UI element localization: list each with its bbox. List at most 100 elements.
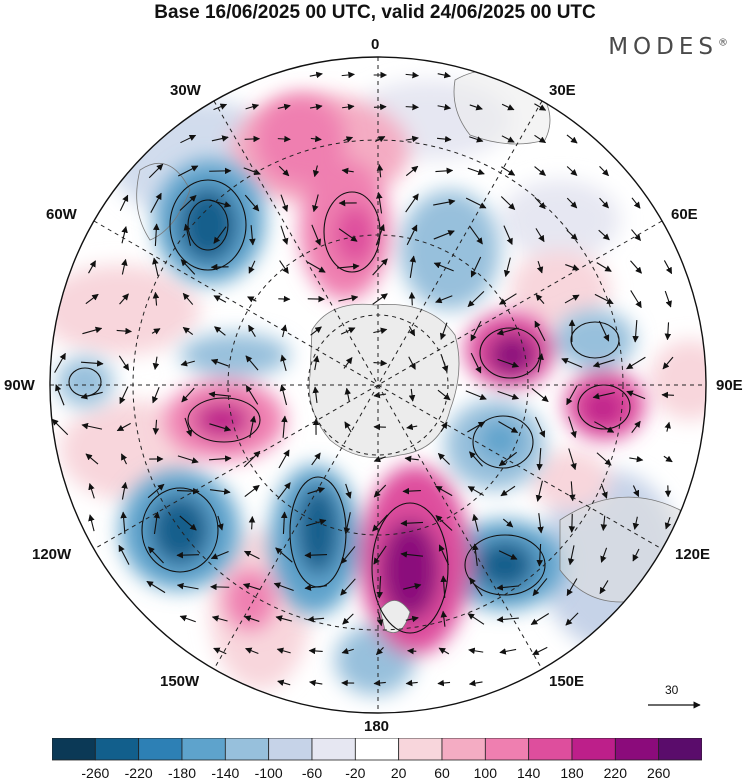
new-zealand-landmass — [379, 600, 411, 634]
wind-vector — [440, 610, 448, 627]
wind-vector — [408, 356, 416, 370]
meridian-30e-150w — [213, 100, 543, 670]
wind-vector — [80, 391, 103, 400]
wind-vector — [596, 452, 612, 466]
wind-vector — [405, 103, 419, 111]
wind-vector — [438, 647, 450, 655]
wind-vector — [630, 260, 642, 274]
wind-vector — [280, 354, 287, 372]
wind-vector — [629, 455, 644, 463]
colorbar-tick-label: -260 — [81, 765, 110, 781]
wind-vector — [437, 71, 451, 79]
lon-label-120e: 120E — [675, 546, 711, 563]
wind-vector — [536, 447, 543, 471]
wind-vector — [631, 420, 641, 434]
wind-vector — [309, 103, 323, 111]
wind-vector — [376, 612, 384, 627]
wind-vector — [470, 352, 482, 374]
wind-vector — [121, 481, 128, 500]
negative-anomaly — [400, 190, 500, 310]
colorbar-swatch — [614, 738, 660, 761]
colorbar-swatch — [658, 738, 702, 761]
wind-vector — [81, 422, 103, 430]
wind-vector — [567, 545, 575, 566]
wind-vector — [564, 294, 580, 304]
meridian-60w-120e — [93, 220, 663, 550]
wind-vector — [664, 322, 672, 341]
wind-vector — [304, 584, 327, 591]
wind-vector — [373, 484, 387, 498]
colorbar-swatch — [398, 738, 443, 761]
wind-vector — [497, 358, 520, 368]
wind-vector — [600, 483, 608, 499]
wind-vector — [310, 135, 322, 143]
wind-vector — [312, 386, 320, 404]
wind-vector — [209, 199, 232, 208]
colorbar-tick-label: -100 — [254, 765, 283, 781]
wind-vector — [278, 165, 290, 177]
wind-vector — [534, 103, 547, 111]
wind-vector — [277, 482, 291, 500]
wind-vector — [498, 550, 518, 560]
wind-vector — [373, 103, 387, 111]
lon-label-60w: 60W — [46, 206, 77, 223]
wind-vector — [243, 550, 260, 560]
wind-vector — [535, 480, 543, 502]
wind-vector — [534, 134, 547, 144]
wind-vector — [213, 647, 227, 655]
negative-anomaly — [180, 333, 290, 377]
colorbar-tick-label: -60 — [301, 765, 323, 781]
meridian-30w-150e — [213, 100, 543, 670]
wind-vector — [376, 164, 384, 178]
graticule — [50, 57, 706, 713]
wind-vector — [536, 543, 544, 567]
negative-anomaly-core — [478, 420, 522, 460]
land-areas — [136, 69, 683, 634]
anomaly-field — [50, 265, 200, 355]
wind-vector — [211, 615, 228, 622]
lon-label-30w: 30W — [170, 82, 201, 99]
wind-vector — [121, 453, 128, 465]
colorbar-swatch — [528, 738, 573, 761]
wind-vector — [248, 515, 256, 530]
wind-vector — [273, 582, 294, 592]
wind-vector — [565, 264, 580, 271]
wind-vector — [245, 385, 259, 405]
wind-vector — [180, 360, 195, 367]
wind-vector — [341, 167, 354, 175]
wind-vector — [537, 353, 544, 373]
wind-vector — [182, 326, 194, 336]
wind-vector — [152, 223, 160, 247]
wind-vector — [376, 575, 384, 599]
wind-vector — [439, 322, 448, 340]
australia-landmass — [559, 496, 683, 603]
wind-vector — [176, 551, 200, 559]
wind-vector — [307, 615, 325, 623]
wind-vector — [208, 455, 232, 462]
wind-vector — [534, 166, 546, 176]
wind-vector — [152, 387, 160, 404]
wind-vector — [500, 485, 516, 497]
wind-vector — [214, 326, 226, 336]
wind-vector — [467, 290, 485, 308]
wind-vector — [566, 385, 578, 406]
wind-vector — [280, 225, 289, 245]
wind-vector — [534, 196, 546, 210]
brand-logo: MODES® — [608, 34, 728, 60]
wind-vector — [275, 547, 293, 563]
meridian-60e-120w — [93, 220, 663, 550]
wind-vector — [210, 583, 230, 591]
colorbar-tick-label: -140 — [211, 765, 240, 781]
wind-vector — [148, 163, 164, 179]
wind-vector — [277, 135, 291, 143]
wind-vector — [435, 167, 454, 175]
wind-vector — [405, 193, 419, 213]
wind-vector — [121, 258, 128, 275]
wind-vector — [372, 258, 388, 276]
wind-vector — [467, 421, 486, 433]
wind-vector — [664, 290, 672, 308]
wind-vector — [536, 260, 544, 274]
wind-vector — [592, 359, 615, 368]
wind-vector — [248, 324, 256, 337]
wind-vector — [213, 103, 228, 111]
